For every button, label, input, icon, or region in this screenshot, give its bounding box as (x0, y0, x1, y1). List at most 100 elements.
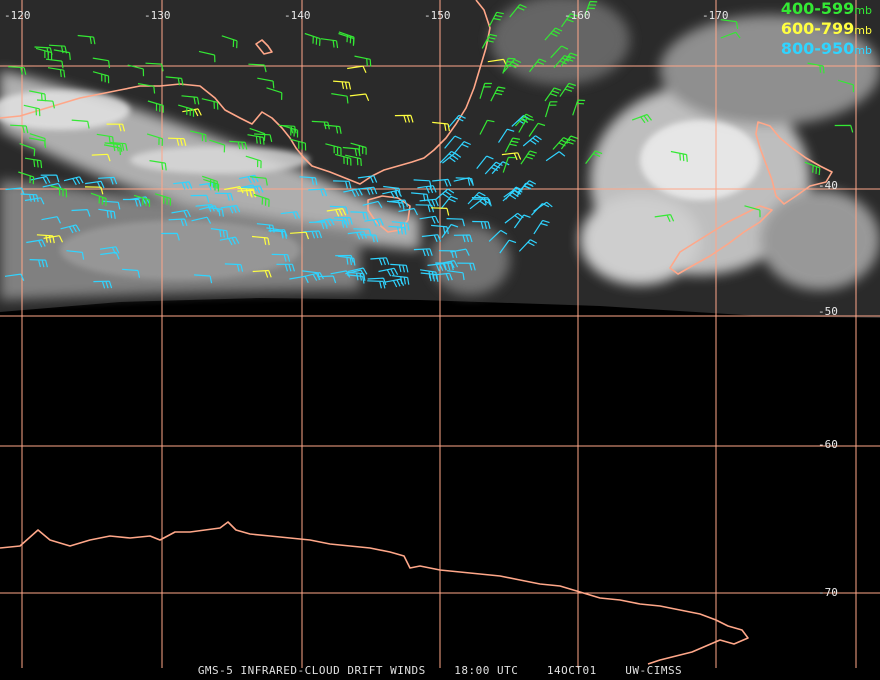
wind-barb (490, 86, 506, 102)
wind-barb (289, 275, 309, 284)
wind-barb (338, 32, 355, 46)
wind-barb (29, 133, 46, 146)
wind-barb (29, 259, 48, 268)
wind-barb (450, 248, 470, 256)
wind-barb (518, 239, 538, 252)
wind-barb (559, 82, 576, 97)
legend-low-level: 800-950mb (780, 39, 872, 58)
wind-barb (504, 137, 521, 153)
wind-barb (8, 66, 27, 75)
wind-barb (335, 153, 352, 166)
wind-barb (362, 200, 383, 209)
wind-barb (398, 207, 419, 216)
wind-barb (308, 188, 328, 197)
wind-barb (448, 114, 466, 128)
wind-barb (343, 188, 363, 197)
wind-barb (529, 58, 547, 73)
lat-label-60: -60 (818, 438, 838, 451)
wind-barb (331, 93, 349, 104)
wind-barb (189, 130, 207, 143)
wind-barb (631, 113, 652, 124)
wind-barb (349, 93, 370, 102)
wind-barb (201, 98, 219, 110)
wind-barb (18, 171, 35, 185)
wind-barb (299, 176, 318, 186)
wind-barb (290, 231, 310, 240)
wind-barb (391, 221, 410, 231)
wind-barb (266, 227, 284, 238)
wind-barb (23, 104, 41, 117)
wind-barb (254, 133, 273, 143)
lon-label-150: -150 (424, 9, 451, 22)
wind-barb (430, 207, 450, 216)
wind-barb (503, 58, 522, 73)
wind-barb (165, 76, 184, 86)
wind-barb (98, 176, 118, 185)
wind-barb (440, 195, 458, 210)
wind-barb (413, 179, 432, 189)
wind-barb (247, 134, 265, 145)
wind-barb (479, 82, 492, 99)
wind-barb (347, 267, 368, 275)
wind-barb (545, 151, 566, 162)
wind-barb (345, 154, 362, 166)
wind-barb (484, 161, 503, 175)
wind-barb (45, 58, 64, 69)
wind-barb (308, 221, 328, 230)
wind-barb (467, 191, 486, 205)
wind-barb (509, 4, 527, 18)
wind-barb (194, 274, 213, 284)
lat-label-40: -40 (818, 179, 838, 192)
wind-barb (173, 181, 193, 190)
wind-barb (257, 77, 275, 89)
wind-barb (66, 250, 85, 260)
wind-barb (435, 188, 455, 200)
wind-barb (453, 141, 471, 155)
wind-barb (91, 153, 111, 162)
wind-barb (585, 150, 603, 164)
wind-barb (357, 175, 378, 184)
wind-barb (311, 120, 330, 130)
wind-barb (252, 269, 272, 278)
wind-barb (378, 267, 399, 277)
wind-barb (807, 62, 825, 74)
wind-barb (34, 46, 53, 56)
wind-barb (337, 255, 356, 266)
wind-barb (10, 124, 29, 134)
wind-barb (109, 141, 128, 151)
wind-barb (219, 236, 240, 246)
wind-barb (60, 224, 81, 234)
wind-barb (224, 263, 244, 272)
wind-barb (837, 79, 854, 93)
wind-barb (77, 34, 96, 45)
wind-barb (199, 205, 220, 213)
wind-barb (654, 214, 675, 222)
wind-barb (122, 268, 141, 278)
lon-label-120: -120 (4, 9, 31, 22)
wind-barb (253, 193, 270, 207)
wind-barb (314, 218, 335, 227)
wind-barb (550, 45, 569, 59)
wind-barb (282, 125, 299, 138)
wind-barb (104, 142, 123, 152)
wind-barb (502, 156, 516, 173)
wind-barb (670, 150, 688, 162)
wind-barb (333, 180, 352, 189)
wind-barb (202, 175, 218, 189)
wind-barb (333, 80, 352, 90)
wind-barb (63, 176, 84, 186)
wind-barb (544, 27, 563, 41)
wind-barb (391, 275, 410, 285)
wind-barb (171, 209, 191, 218)
lon-label-140: -140 (284, 9, 311, 22)
wind-barb (303, 230, 323, 239)
wind-barb (323, 124, 342, 134)
wind-barb (137, 83, 156, 94)
wind-barb (499, 239, 517, 254)
new-zealand-north (755, 121, 833, 205)
pressure-legend: 400-599mb 600-799mb 800-950mb (781, 0, 872, 60)
wind-barb (370, 257, 390, 266)
wind-barb (511, 114, 531, 127)
